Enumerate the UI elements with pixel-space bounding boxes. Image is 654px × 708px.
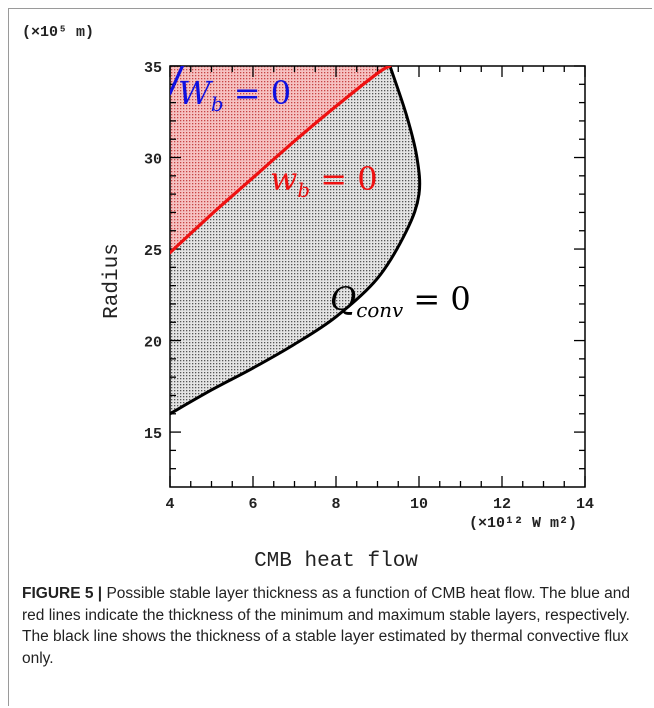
caption-text: Possible stable layer thickness as a fun…: [22, 585, 631, 667]
series-label-qconv: Qconv = 0: [330, 280, 471, 322]
series-label-wb-lower: wb = 0: [270, 160, 378, 202]
y-axis-title: Radius: [101, 243, 124, 319]
x-tick-label: 12: [493, 496, 511, 513]
y-tick-label: 35: [144, 60, 162, 77]
series-line-wb: [170, 66, 392, 255]
region-red-fill: [170, 66, 390, 253]
series-line-qconv: [170, 66, 422, 416]
x-axis-title: CMB heat flow: [254, 550, 418, 573]
region-gray-fill: [170, 66, 420, 414]
y-tick-label: 30: [144, 152, 162, 169]
caption-label: FIGURE 5 |: [22, 585, 103, 602]
x-tick-label: 14: [576, 496, 594, 513]
axis-ticks: 4 6 8 10 12 14 15 20 25 30 35: [144, 60, 594, 513]
series-label-wb-upper: Wb = 0: [178, 74, 291, 116]
y-tick-label: 20: [144, 335, 162, 352]
figure-frame: [8, 8, 652, 706]
series-line-wb: [170, 66, 185, 96]
chart-svg: 4 6 8 10 12 14 15 20 25 30 35 (×10⁵ m) (×10¹² W m²…: [22, 24, 594, 573]
x-tick-label: 6: [248, 496, 257, 513]
x-tick-label: 10: [410, 496, 428, 513]
y-axis-unit-label: (×10⁵ m): [22, 24, 94, 41]
x-tick-label: 8: [331, 496, 340, 513]
figure-caption: FIGURE 5 | Possible stable layer thickne…: [22, 583, 632, 669]
x-axis-unit-label: (×10¹² W m²): [469, 515, 577, 532]
x-tick-label: 4: [165, 496, 174, 513]
y-tick-label: 25: [144, 243, 162, 260]
y-tick-label: 15: [144, 426, 162, 443]
